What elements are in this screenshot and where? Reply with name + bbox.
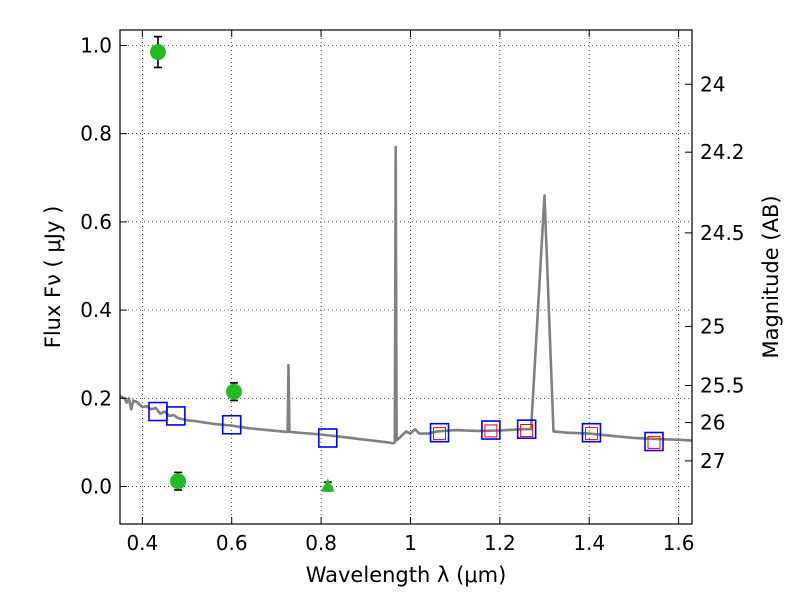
- band-flux-square: [317, 428, 338, 448]
- x-tick-label: 0.4: [126, 531, 158, 555]
- band-flux-inner-square: [484, 424, 498, 438]
- y2-tick-label: 26: [700, 411, 725, 435]
- series-layer: [119, 35, 693, 492]
- grid: [120, 30, 692, 524]
- x-tick-label: 0.6: [216, 531, 248, 555]
- y-tick-label: 0.8: [80, 122, 112, 146]
- observed-point: [149, 44, 166, 61]
- y-tick-label: 0.2: [80, 386, 112, 410]
- band-flux-inner-square: [433, 427, 447, 441]
- y-tick-label: 0.4: [80, 298, 112, 322]
- spectrum-line: [119, 145, 693, 445]
- x-tick-label: 0.8: [305, 531, 337, 555]
- y-tick-label: 1.0: [80, 33, 112, 57]
- plot-frame: [119, 29, 693, 525]
- band-flux-square: [644, 431, 664, 452]
- y2-tick-label: 27: [700, 449, 725, 473]
- observed-point: [170, 473, 187, 490]
- observed-point: [225, 383, 242, 400]
- upper-limit-marker: [320, 478, 335, 492]
- y-tick-label: 0.0: [80, 475, 112, 499]
- band-flux-square: [516, 419, 537, 439]
- x-tick-label: 1.6: [663, 531, 695, 555]
- band-flux-inner-square: [647, 435, 661, 449]
- y2-tick-label: 24: [700, 72, 725, 96]
- y2-tick-label: 24.2: [700, 140, 745, 164]
- band-flux-square: [429, 422, 450, 443]
- band-flux-inner-square: [584, 427, 598, 441]
- band-flux-square: [221, 414, 242, 435]
- plot-background: [120, 30, 692, 524]
- y-tick-label: 0.6: [80, 210, 112, 234]
- band-flux-square: [481, 420, 501, 440]
- y-axis-title: Flux Fν ( μJy ): [41, 206, 65, 349]
- band-flux-inner-square: [520, 423, 534, 437]
- band-flux-square: [581, 422, 602, 443]
- y2-tick-label: 25: [700, 314, 725, 338]
- y2-tick-label: 24.5: [700, 221, 745, 245]
- x-tick-label: 1.2: [484, 531, 516, 555]
- x-tick-label: 1: [404, 531, 417, 555]
- band-flux-square: [166, 406, 186, 426]
- y2-tick-label: 25.5: [700, 374, 745, 398]
- ticks: 0.4 0.6 0.8 1 1.2 1.4 1.6 0.0 0.2 0.4 0.6 0.8 1.0 24 2…: [80, 30, 745, 555]
- x-tick-label: 1.4: [573, 531, 605, 555]
- y2-axis-title: Magnitude (AB): [759, 195, 783, 358]
- x-axis-title: Wavelength λ (μm): [306, 563, 507, 587]
